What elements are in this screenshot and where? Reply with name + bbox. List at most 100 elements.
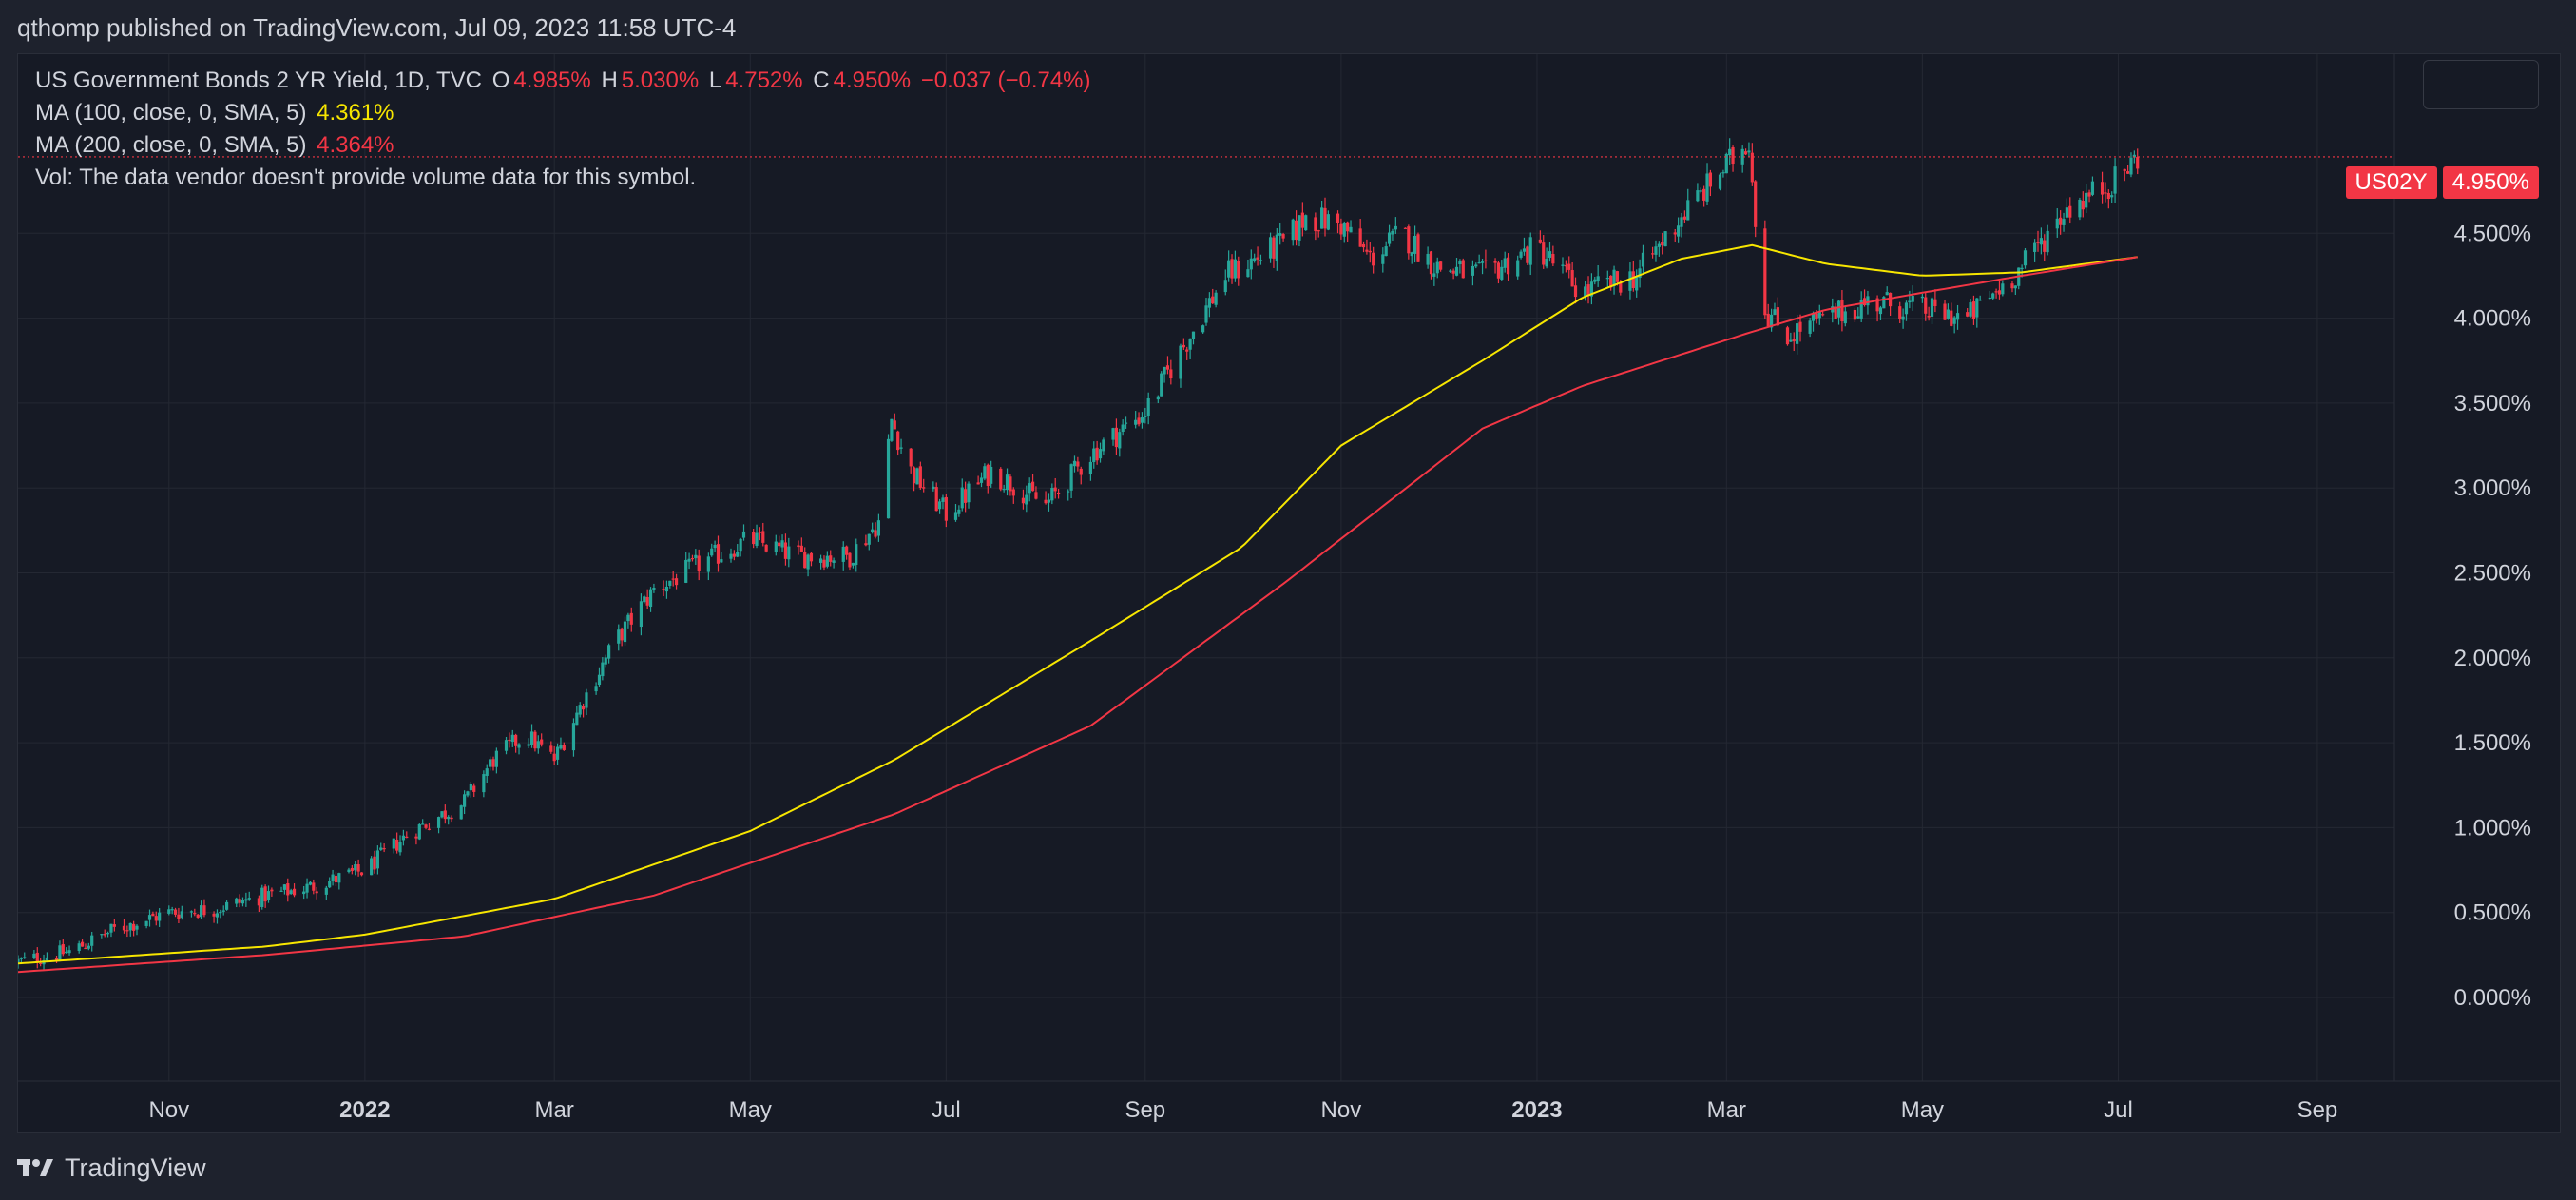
x-tick-label: Nov (1321, 1097, 1362, 1123)
candle-body (1179, 345, 1182, 379)
candle-body (1551, 253, 1555, 264)
candle-body (459, 805, 463, 820)
x-tick-label: May (1901, 1097, 1944, 1123)
candle-body (851, 562, 855, 566)
candle-body (324, 887, 328, 895)
candle-body (674, 578, 679, 586)
footer-brand-text: TradingView (65, 1152, 206, 1182)
footer-branding[interactable]: TradingView (17, 1149, 206, 1187)
candle-body (347, 869, 351, 873)
candle-body (1358, 228, 1362, 247)
candle-body (1454, 266, 1459, 276)
candle-body (122, 925, 126, 931)
candle-body (555, 746, 560, 760)
chart-control-box[interactable] (2423, 60, 2539, 109)
candle-body (1677, 225, 1681, 237)
candle-body (1253, 258, 1257, 261)
candle-body (1920, 296, 1924, 299)
candle-body (780, 540, 784, 548)
candle-body (912, 467, 916, 484)
legend-ma200-label: MA (200, close, 0, SMA, 5) (35, 132, 307, 158)
candle-body (559, 745, 563, 749)
candle-body (125, 930, 129, 932)
candle-body (354, 864, 357, 871)
candle-body (1811, 313, 1816, 321)
candle-body (485, 768, 489, 776)
candle-body (1561, 264, 1565, 266)
candle-body (890, 418, 894, 441)
candle-body (687, 558, 691, 562)
candle-body (1663, 231, 1667, 247)
candle-body (1034, 492, 1038, 499)
candle-body (1432, 273, 1436, 277)
candle-body (1124, 422, 1128, 424)
candle-body (2068, 205, 2072, 218)
candle-body (1092, 448, 1096, 463)
candle-body (1140, 416, 1144, 423)
candle-body (373, 856, 376, 870)
candle-body (1368, 250, 1372, 253)
candle-body (2062, 219, 2066, 225)
candle-body (1088, 461, 1092, 474)
candle-body (2039, 238, 2043, 245)
y-tick-label: 0.500% (2454, 900, 2531, 926)
x-tick-label: Jul (2104, 1097, 2133, 1123)
legend-ma100-row[interactable]: MA (100, close, 0, SMA, 5) 4.361% (35, 100, 398, 126)
x-tick-label: 2022 (339, 1097, 390, 1123)
legend-low-value: 4.752% (725, 68, 803, 93)
candle-body (1259, 260, 1263, 261)
legend-ma200-row[interactable]: MA (200, close, 0, SMA, 5) 4.364% (35, 132, 398, 159)
candle-body (45, 957, 49, 961)
candle-body (2100, 182, 2105, 195)
y-tick-label: 1.000% (2454, 815, 2531, 841)
candle-body (809, 552, 814, 562)
candle-body (173, 909, 178, 915)
candle-body (19, 958, 23, 959)
candle-body (1471, 265, 1475, 276)
candle-body (1721, 172, 1725, 174)
candle-body (1766, 313, 1770, 327)
candle-body (39, 962, 43, 964)
candle-body (177, 914, 181, 919)
candle-body (529, 731, 534, 745)
candle-body (508, 739, 511, 742)
candle-body (1449, 270, 1452, 272)
candle-body (1856, 316, 1860, 319)
candle-body (447, 816, 451, 820)
candle-body (2132, 154, 2136, 158)
candle-body (1584, 286, 1587, 297)
candle-body (1156, 396, 1160, 400)
candle-body (787, 546, 791, 560)
candle-body (527, 744, 530, 746)
candle-body (1763, 228, 1767, 316)
candle-body (1298, 215, 1301, 241)
candle-body (1011, 489, 1015, 496)
candle-body (594, 686, 598, 692)
chart-pane[interactable]: 0.000% 0.500% 1.000% 1.500% 2.000% 2.500% 3.00… (17, 53, 2561, 1133)
candle-body (1773, 309, 1777, 316)
candle-body (2010, 283, 2014, 289)
candle-body (1635, 277, 1639, 291)
candle-body (2123, 168, 2126, 171)
candle-body (1342, 223, 1346, 237)
legend-symbol[interactable]: US Government Bonds 2 YR Yield, 1D, TVC (35, 68, 483, 93)
price-chart[interactable]: 0.000% 0.500% 1.000% 1.500% 2.000% 2.500% 3.00… (18, 54, 2560, 1132)
candle-body (199, 905, 203, 918)
candle-body (540, 739, 544, 745)
candle-body (690, 558, 695, 560)
candle-body (848, 552, 852, 568)
candle-body (797, 545, 800, 548)
candle-body (822, 559, 826, 568)
candle-body (2033, 242, 2037, 252)
candle-body (1859, 300, 1863, 319)
candle-body (1705, 173, 1709, 202)
candle-body (697, 555, 701, 572)
candle-body (536, 741, 540, 749)
candle-body (1516, 260, 1520, 277)
candle-body (1326, 214, 1330, 230)
candle-body (1416, 234, 1420, 262)
candle-body (1413, 235, 1417, 254)
candle-body (286, 883, 290, 896)
candle-body (450, 817, 453, 820)
candle-body (2110, 195, 2114, 198)
